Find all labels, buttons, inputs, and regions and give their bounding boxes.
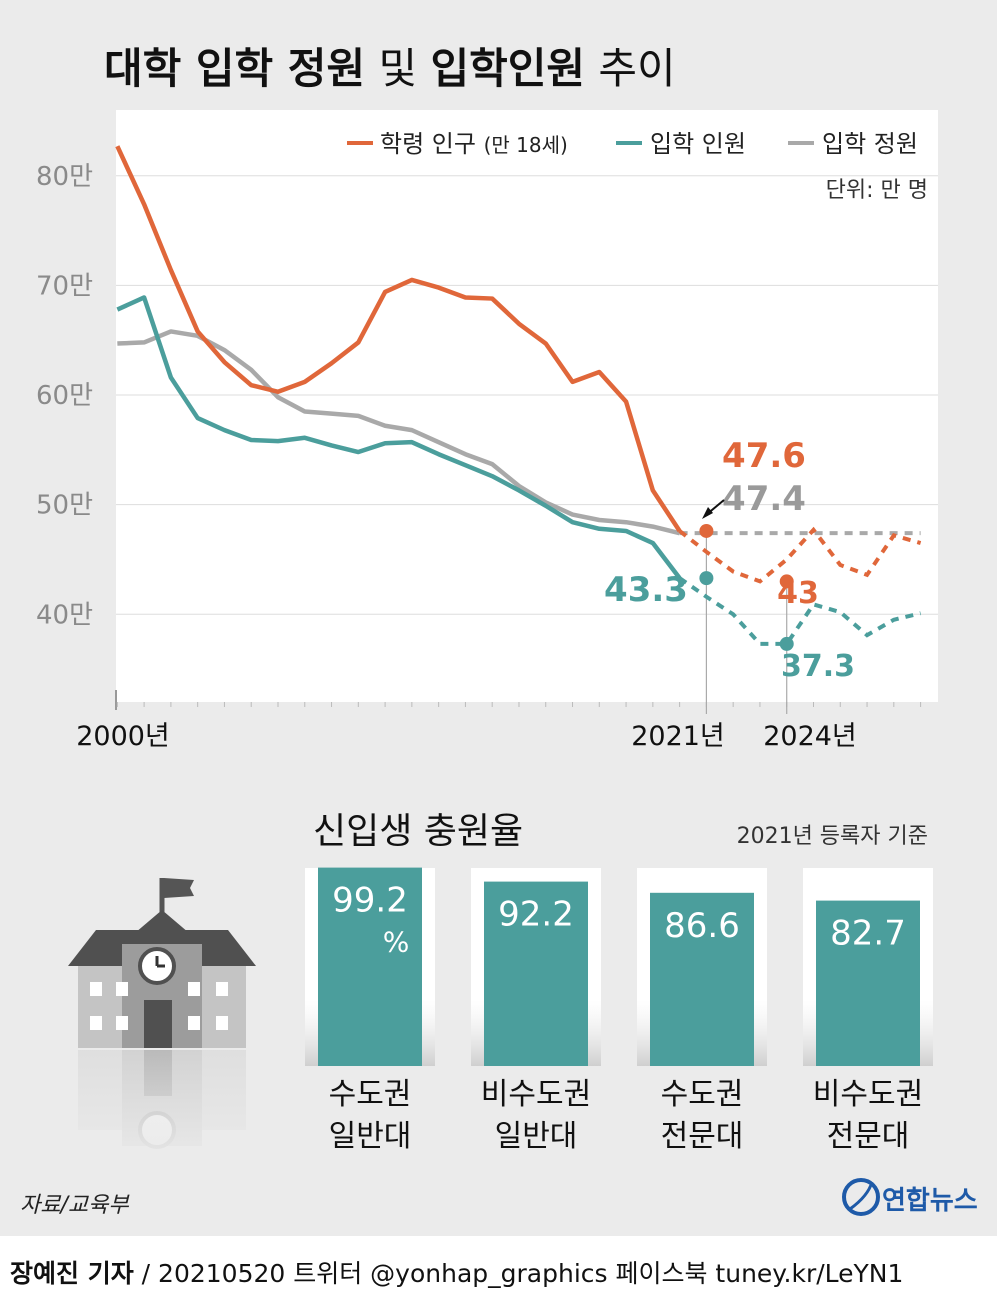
title-part-3: 입학인원 (430, 44, 585, 93)
logo-text: 연합뉴스 (882, 1186, 978, 1216)
bar-category-label: 일반대 (329, 1119, 412, 1154)
bar-chart-title: 신입생 충원율 (313, 811, 523, 852)
bar-value-label: 92.2 (498, 895, 574, 935)
chart-title: 대학 입학 정원 및 입학인원 추이 (104, 44, 676, 93)
y-tick-label-40: 40만 (36, 600, 93, 630)
bar-unit-label: % (383, 926, 410, 959)
title-part-1: 대학 입학 정원 (104, 44, 365, 93)
plot-area (116, 110, 938, 702)
legend-label-quota: 입학 정원 (822, 130, 918, 158)
logo-globe-icon (842, 1178, 880, 1216)
source-label: 자료/교육부 (20, 1193, 130, 1218)
bar-category-label: 수도권 (329, 1077, 412, 1112)
bar-category-label: 일반대 (495, 1119, 578, 1154)
gridlines (116, 175, 938, 615)
bar-value-label: 86.6 (664, 906, 740, 946)
legend-label-population: 학령 인구 (만 18세) (380, 130, 568, 158)
series-projection-population (678, 526, 922, 584)
x-label-2024: 2024년 (763, 721, 857, 752)
x-label-2021: 2021년 (631, 721, 725, 752)
series-line-enrolled (116, 295, 682, 580)
legend: 학령 인구 (만 18세) 입학 인원 입학 정원 (347, 130, 918, 158)
bar-category-label: 비수도권 (813, 1077, 923, 1112)
infographic: 대학 입학 정원 및 입학인원 추이 80만 70만 60만 50만 40만 학령 인구… (20, 44, 978, 1218)
title-part-4: 추이 (598, 44, 675, 93)
school-building-icon (60, 878, 270, 1168)
annotation-quota-2021: 47.4 (722, 479, 806, 519)
bar-category-label: 비수도권 (481, 1077, 591, 1112)
annotation-enroll-2024: 37.3 (781, 649, 855, 684)
series-lines (115, 145, 922, 646)
point-enroll-2024 (779, 636, 794, 651)
bar-value-label: 99.2 (332, 881, 408, 921)
bar-category-label: 수도권 (661, 1077, 744, 1112)
annotation-pop-2021: 47.6 (722, 436, 806, 476)
y-tick-label-70: 70만 (36, 271, 93, 301)
x-label-2000: 2000년 (76, 721, 170, 752)
point-enroll-2021 (699, 571, 714, 586)
point-pop-2024 (779, 574, 794, 589)
bar (650, 892, 754, 1066)
credit-line: 장예진 기자 / 20210520 트위터 @yonhap_graphics 페… (10, 1254, 903, 1290)
title-part-2: 및 (378, 44, 417, 93)
bar-category-label: 전문대 (661, 1119, 744, 1154)
bar-chart-subtitle: 2021년 등록자 기준 (737, 824, 928, 849)
x-ticks (115, 690, 922, 710)
y-tick-label-60: 60만 (36, 381, 93, 411)
point-pop-2021 (699, 523, 714, 538)
annotation-pop-2024: 43 (777, 576, 819, 611)
yonhap-logo: 연합뉴스 (842, 1178, 978, 1216)
y-tick-label-80: 80만 (36, 162, 93, 192)
highlight-points (699, 523, 794, 651)
legend-label-enrolled: 입학 인원 (650, 130, 746, 158)
unit-label: 단위: 만 명 (826, 178, 928, 203)
line-chart: 80만 70만 60만 50만 40만 학령 인구 (만 18세) 입학 인원 입학 정… (36, 110, 938, 752)
y-tick-label-50: 50만 (36, 491, 93, 521)
annotation-arrowhead (702, 507, 713, 519)
bar-category-label: 전문대 (827, 1119, 910, 1154)
bar (816, 900, 920, 1066)
bar (318, 867, 422, 1066)
bar-value-label: 82.7 (830, 914, 906, 954)
series-projection-enrolled (678, 576, 922, 646)
series-line-quota (117, 329, 681, 536)
y-tick-labels: 80만 70만 60만 50만 40만 (36, 162, 93, 631)
bar (484, 881, 588, 1066)
series-line-population (115, 145, 682, 533)
annotation-enroll-2021: 43.3 (604, 570, 688, 610)
credit-author: 장예진 기자 (10, 1259, 134, 1288)
credit-details: / 20210520 트위터 @yonhap_graphics 페이스북 tun… (133, 1259, 904, 1288)
